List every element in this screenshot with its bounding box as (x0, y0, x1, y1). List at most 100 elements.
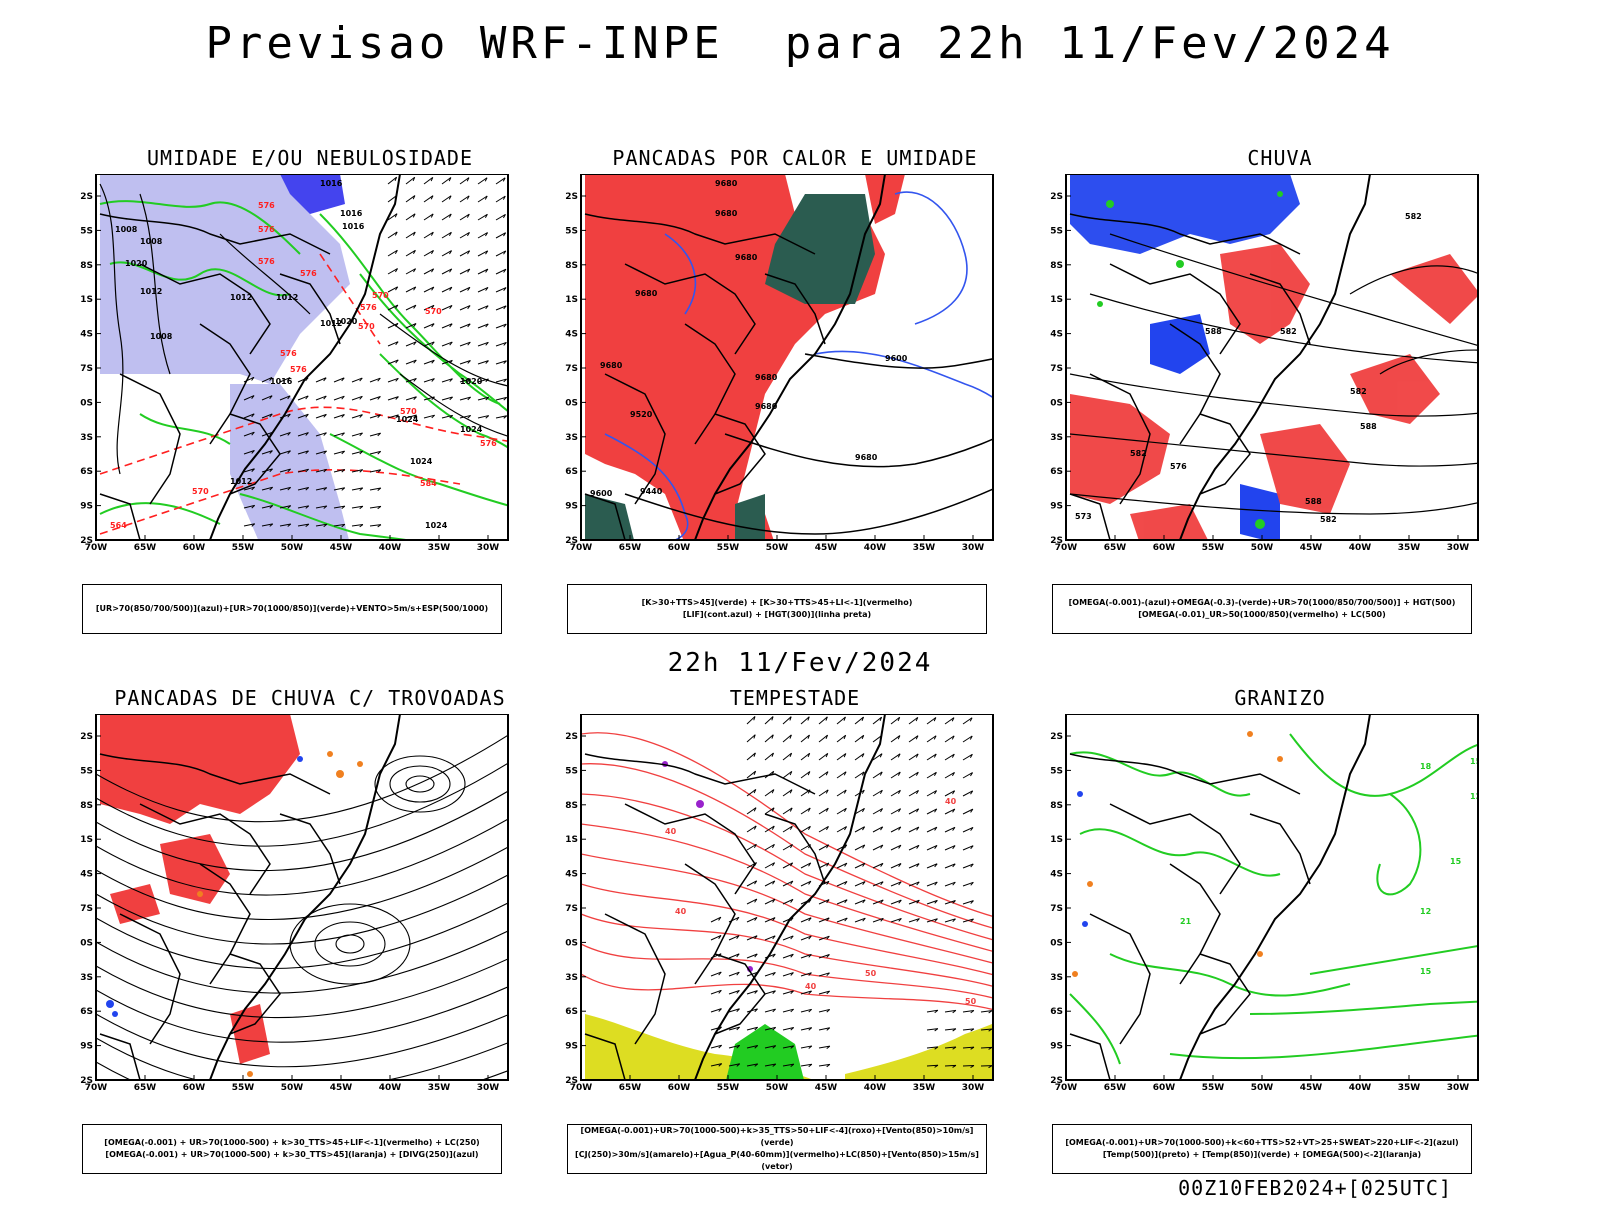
lon-tick-label: 50W (1251, 543, 1274, 553)
thunderstorm-showers-map: 12S15S18S21S24S27S30S33S36S39S42S70W65W6… (80, 714, 540, 1114)
lon-tick-label: 65W (619, 1083, 642, 1093)
contour-label: 50 (965, 997, 977, 1006)
lon-tick-label: 50W (281, 543, 304, 553)
contour-label: 15 (1420, 967, 1432, 976)
contour-label: 12 (1470, 792, 1481, 801)
panel-title: PANCADAS POR CALOR E UMIDADE (565, 146, 1025, 170)
lat-tick-label: 21S (565, 835, 578, 845)
lat-tick-label: 24S (565, 330, 578, 340)
lon-tick-label: 45W (1300, 543, 1323, 553)
lon-tick-label: 70W (570, 1083, 593, 1093)
contour-label: 18 (1420, 762, 1432, 771)
lon-tick-label: 35W (1398, 1083, 1421, 1093)
thickness-label: 576 (290, 365, 307, 374)
contour-label: 9680 (735, 253, 758, 262)
panel-legend: [OMEGA(-0.001) + UR>70(1000-500) + k>30_… (82, 1124, 502, 1174)
contour-label: 1008 (140, 237, 163, 246)
lat-tick-label: 15S (80, 226, 93, 236)
contour-label: 21 (1180, 917, 1192, 926)
lon-tick-label: 40W (1349, 543, 1372, 553)
lon-tick-label: 50W (281, 1083, 304, 1093)
contour-label: 9600 (885, 354, 908, 363)
lon-tick-label: 50W (766, 1083, 789, 1093)
lat-tick-label: 33S (80, 433, 93, 443)
lat-tick-label: 24S (565, 870, 578, 880)
lat-tick-label: 30S (1050, 398, 1063, 408)
lat-tick-label: 21S (565, 295, 578, 305)
legend-line: [OMEGA(-0.001) + UR>70(1000-500) + k>30_… (83, 1137, 501, 1149)
contour-label: 582 (1280, 327, 1297, 336)
thickness-label: 576 (258, 201, 275, 210)
contour-label: 1020 (460, 377, 483, 386)
contour-label: 9680 (755, 402, 778, 411)
lat-tick-label: 33S (80, 973, 93, 983)
lat-tick-label: 33S (565, 973, 578, 983)
panel-title: TEMPESTADE (565, 686, 1025, 710)
lat-tick-label: 18S (80, 801, 93, 811)
contour-label: 9680 (635, 289, 658, 298)
legend-line: [Temp(500)](preto) + [Temp(850)](verde) … (1053, 1149, 1471, 1161)
lat-tick-label: 21S (80, 835, 93, 845)
run-timestamp: 00Z10FEB2024+[025UTC] (1178, 1176, 1452, 1200)
lat-tick-label: 18S (1050, 261, 1063, 271)
contour-label: 573 (1075, 512, 1092, 521)
lat-tick-label: 24S (1050, 870, 1063, 880)
lat-tick-label: 21S (1050, 835, 1063, 845)
thickness-label: 570 (358, 322, 375, 331)
lon-tick-label: 60W (1153, 1083, 1176, 1093)
legend-line: [OMEGA(-0.001)+UR>70(1000-500)+k<60+TTS>… (1053, 1137, 1471, 1149)
lon-tick-label: 40W (864, 1083, 887, 1093)
lon-tick-label: 30W (962, 543, 985, 553)
contour-label: 1016 (340, 209, 363, 218)
contour-label: 40 (665, 827, 677, 836)
lon-tick-label: 30W (1447, 1083, 1470, 1093)
contour-label: 582 (1130, 449, 1147, 458)
legend-line: [CJ(250)>30m/s](amarelo)+[Agua_P(40-60mm… (568, 1149, 986, 1173)
lat-tick-label: 36S (80, 467, 93, 477)
lat-tick-label: 36S (565, 1007, 578, 1017)
mid-date-label: 22h 11/Fev/2024 (0, 648, 1600, 678)
contour-label: 9440 (640, 487, 663, 496)
lat-tick-label: 12S (565, 732, 578, 742)
contour-label: 1008 (115, 225, 138, 234)
contour-label: 588 (1360, 422, 1377, 431)
lon-tick-label: 35W (428, 543, 451, 553)
contour-label: 1020 (125, 259, 148, 268)
lat-tick-label: 39S (565, 502, 578, 512)
lat-tick-label: 33S (1050, 973, 1063, 983)
thickness-label: 576 (300, 269, 317, 278)
contour-label: 1012 (230, 477, 252, 486)
lon-tick-label: 65W (134, 1083, 157, 1093)
lon-tick-label: 55W (1202, 543, 1225, 553)
main-title: Previsao WRF-INPE para 22h 11/Fev/2024 (0, 18, 1600, 69)
thickness-label: 570 (372, 291, 389, 300)
panel-humidity: UMIDADE E/OU NEBULOSIDADE (80, 146, 540, 666)
lon-tick-label: 65W (1104, 543, 1127, 553)
lon-tick-label: 70W (85, 1083, 108, 1093)
lon-tick-label: 30W (1447, 543, 1470, 553)
panel-heat-showers: PANCADAS POR CALOR E UMIDADE 9680 9680 968… (565, 146, 1025, 666)
lat-tick-label: 27S (80, 904, 93, 914)
lat-tick-label: 39S (1050, 1042, 1063, 1052)
lat-tick-label: 18S (565, 801, 578, 811)
lon-tick-label: 60W (668, 1083, 691, 1093)
lat-tick-label: 21S (1050, 295, 1063, 305)
lat-tick-label: 18S (565, 261, 578, 271)
lat-tick-label: 30S (80, 398, 93, 408)
contour-label: 40 (945, 797, 957, 806)
lon-tick-label: 45W (815, 543, 838, 553)
contour-label: 1016 (270, 377, 293, 386)
lat-tick-label: 27S (1050, 364, 1063, 374)
contour-label: 1012 (140, 287, 162, 296)
lat-tick-label: 12S (80, 192, 93, 202)
legend-line: [OMEGA(-0.001) + UR>70(1000-500) + k>30_… (83, 1149, 501, 1161)
contour-label: 9680 (715, 179, 738, 188)
lat-tick-label: 36S (565, 467, 578, 477)
thickness-label: 576 (360, 303, 377, 312)
lon-tick-label: 45W (330, 1083, 353, 1093)
lon-tick-label: 35W (913, 543, 936, 553)
